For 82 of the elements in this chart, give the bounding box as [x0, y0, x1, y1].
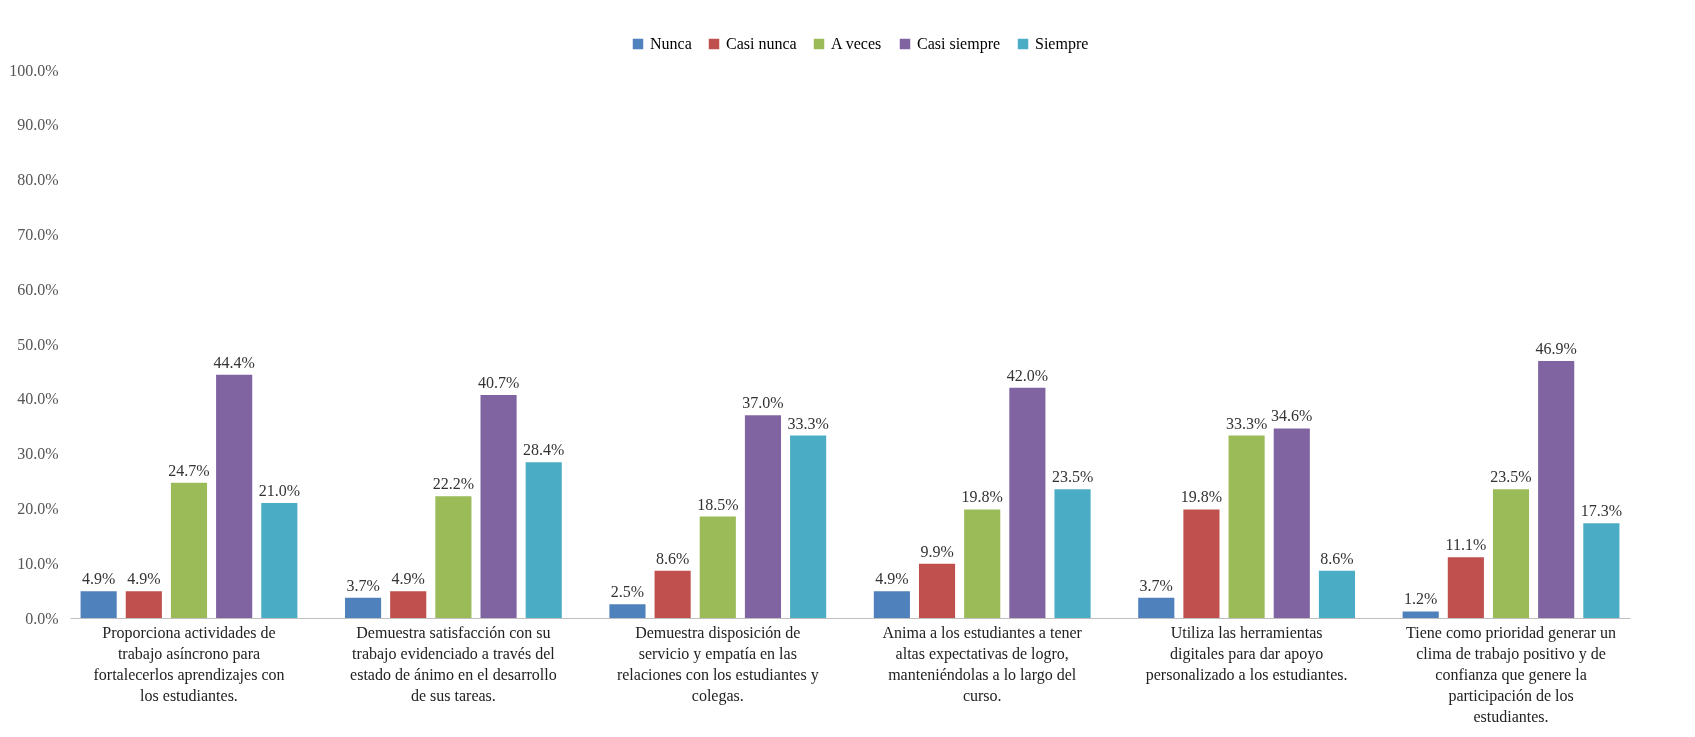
- bar: [1583, 523, 1620, 618]
- bar: [1538, 360, 1575, 618]
- bar: [1447, 557, 1484, 618]
- legend-label: Casi nunca: [726, 35, 797, 52]
- y-tick-label: 10.0%: [17, 554, 59, 572]
- data-label: 3.7%: [346, 576, 380, 594]
- x-tick-label: Anima a los estudiantes a tener altas expectativas de logro, manteniéndolas a lo largo del curso.: [882, 623, 1083, 704]
- data-label: 33.3%: [1225, 414, 1268, 432]
- bar: [1183, 509, 1220, 618]
- data-label: 33.3%: [787, 414, 829, 432]
- data-label: 19.8%: [961, 488, 1003, 506]
- data-label: 44.4%: [213, 353, 255, 371]
- bar: [964, 509, 1001, 618]
- bar: [261, 502, 298, 618]
- legend-label: A veces: [831, 35, 882, 52]
- bar: [1318, 570, 1356, 618]
- y-tick-label: 90.0%: [17, 116, 59, 134]
- bar: [1009, 387, 1046, 618]
- bar: [873, 591, 910, 618]
- y-tick-label: 100.0%: [9, 61, 59, 79]
- y-tick-label: 80.0%: [17, 171, 59, 189]
- bar: [1138, 597, 1175, 618]
- bar: [918, 563, 956, 618]
- data-label: 4.9%: [875, 570, 909, 588]
- bar: [1402, 611, 1439, 618]
- legend-label: Casi siempre: [917, 35, 1001, 53]
- data-label: 4.9%: [127, 570, 161, 588]
- bar: [790, 435, 827, 618]
- bar: [744, 415, 782, 618]
- legend-label: Nunca: [650, 35, 692, 52]
- data-label: 11.1%: [1445, 536, 1487, 554]
- data-label: 21.0%: [258, 481, 300, 499]
- bar: [435, 496, 472, 618]
- bar: [80, 591, 117, 618]
- bar: [480, 394, 517, 618]
- data-label: 3.7%: [1139, 576, 1173, 594]
- data-label: 4.9%: [391, 570, 425, 588]
- bar: [609, 604, 646, 618]
- bar: [525, 462, 562, 618]
- data-label: 42.0%: [1006, 366, 1049, 384]
- data-label: 22.2%: [432, 475, 475, 493]
- bar: [216, 374, 253, 618]
- y-tick-label: 20.0%: [17, 499, 59, 517]
- data-label: 2.5%: [610, 583, 645, 601]
- bar: [1273, 428, 1310, 618]
- data-label: 37.0%: [742, 394, 784, 412]
- data-label: 40.7%: [477, 373, 520, 391]
- x-tick-label: Tiene como prioridad generar un clima de trabajo positivo y de confianza que genere la participación de los estudiantes.: [1406, 623, 1617, 725]
- x-tick-label: Proporciona actividades de trabajo asíncrono para fortalecerlos aprendizajes con los estudiantes.: [93, 623, 285, 704]
- bar: [344, 597, 382, 618]
- data-label: 1.2%: [1404, 590, 1438, 608]
- data-label: 24.7%: [168, 461, 210, 479]
- bar: [1492, 489, 1530, 618]
- x-tick-label: Demuestra satisfacción con su trabajo evidenciado a través del estado de ánimo en el desarrollo de sus tareas.: [350, 623, 557, 704]
- bar: [125, 591, 162, 618]
- y-tick-label: 0.0%: [25, 609, 59, 627]
- bar: [699, 516, 736, 618]
- x-tick-label: Utiliza las herramientas digitales para dar apoyo personalizado a los estudiantes.: [1145, 623, 1348, 684]
- data-label: 19.8%: [1180, 488, 1223, 506]
- data-label: 8.6%: [655, 549, 690, 567]
- y-tick-label: 60.0%: [17, 280, 59, 298]
- bar: [1228, 435, 1265, 618]
- data-label: 46.9%: [1535, 339, 1577, 357]
- y-tick-label: 40.0%: [17, 390, 59, 408]
- data-label: 18.5%: [697, 495, 739, 513]
- data-label: 4.9%: [81, 570, 116, 588]
- y-tick-label: 70.0%: [17, 225, 59, 243]
- bar: [654, 570, 691, 618]
- data-label: 34.6%: [1271, 407, 1313, 425]
- bar: [1054, 489, 1091, 618]
- y-tick-label: 30.0%: [17, 445, 59, 463]
- data-label: 9.9%: [920, 542, 954, 560]
- x-tick-label: Demuestra disposición de servicio y empatía en las relaciones con los estudiantes y colegas.: [616, 623, 819, 705]
- bar: [170, 482, 208, 618]
- y-tick-label: 50.0%: [17, 335, 59, 353]
- data-label: 8.6%: [1320, 549, 1354, 567]
- legend-label: Siempre: [1035, 35, 1089, 53]
- data-label: 23.5%: [1051, 468, 1094, 486]
- data-label: 23.5%: [1490, 468, 1532, 486]
- data-label: 17.3%: [1580, 502, 1623, 520]
- data-label: 28.4%: [523, 441, 565, 459]
- bar: [390, 591, 427, 618]
